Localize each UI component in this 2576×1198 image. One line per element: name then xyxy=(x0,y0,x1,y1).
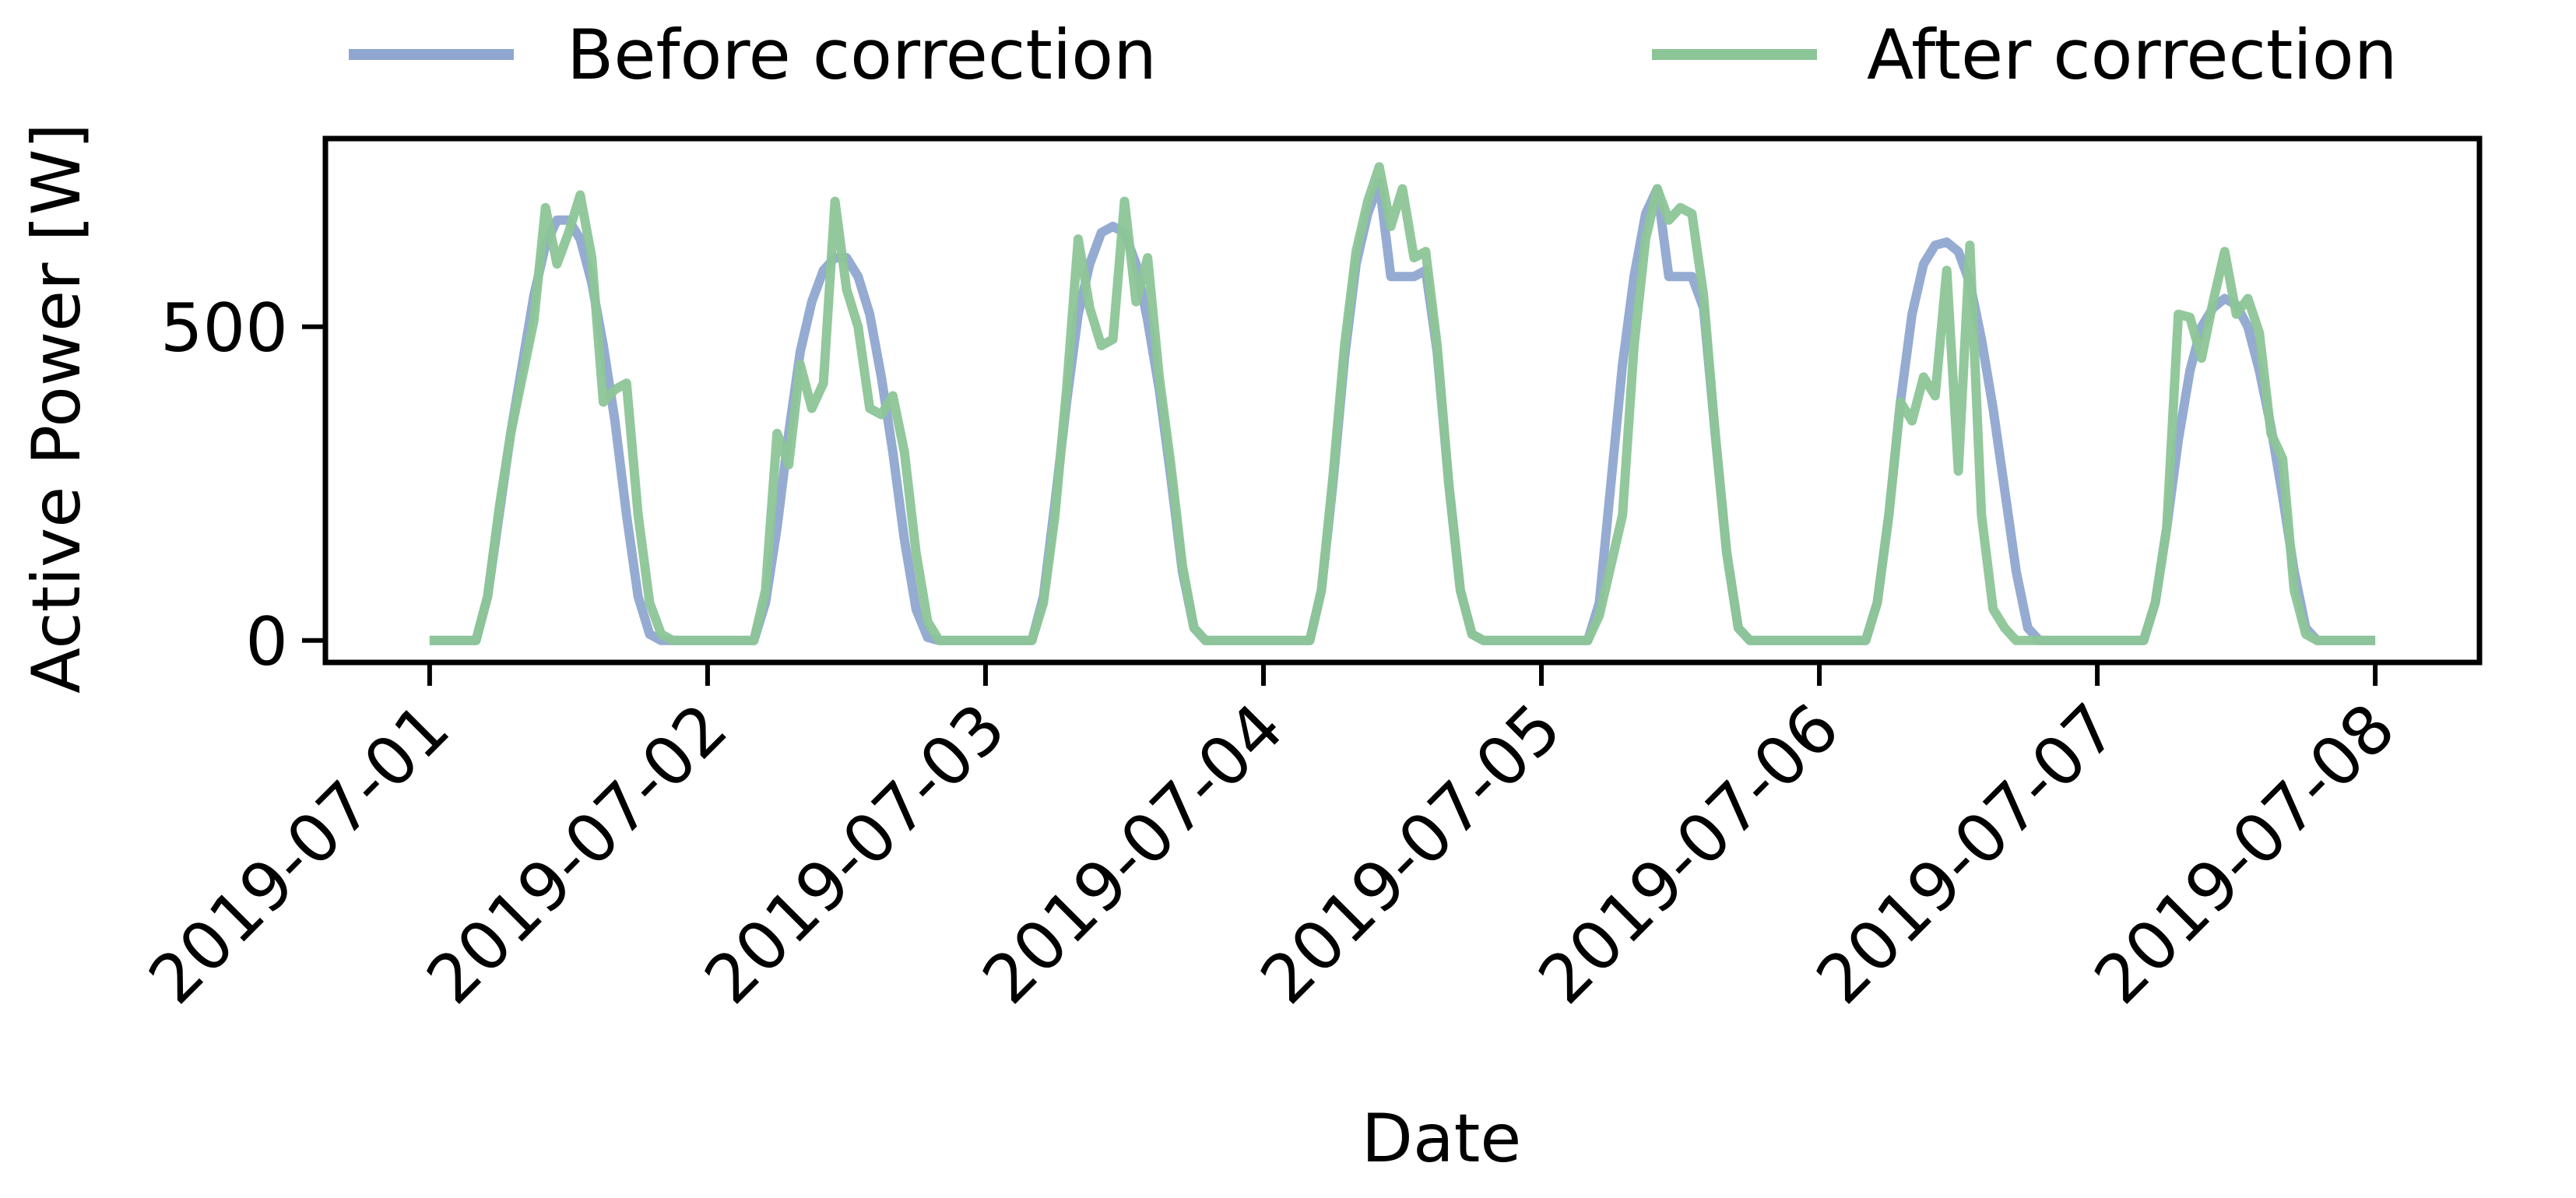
chart-legend: Before correction After correction xyxy=(349,15,2397,95)
x-tick-label: 2019-07-02 xyxy=(413,689,743,1019)
y-axis-label: Active Power [W] xyxy=(18,123,96,694)
plot-area-frame xyxy=(322,135,2483,666)
series-line-after-correction xyxy=(429,162,2376,645)
x-tick-label: 2019-07-03 xyxy=(691,689,1021,1019)
x-tick-label: 2019-07-06 xyxy=(1524,689,1854,1019)
x-axis-label: Date xyxy=(1362,1100,1522,1178)
y-axis-ticks: 0 500 xyxy=(160,290,325,681)
x-axis-ticks: 2019-07-012019-07-022019-07-032019-07-04… xyxy=(135,662,2410,1019)
y-tick-label: 0 xyxy=(245,603,288,681)
x-tick-label: 2019-07-07 xyxy=(1802,689,2132,1019)
x-tick-label: 2019-07-01 xyxy=(135,689,465,1019)
x-tick-label: 2019-07-05 xyxy=(1246,689,1576,1019)
y-tick-label: 500 xyxy=(160,290,288,367)
plot-lines xyxy=(429,162,2376,645)
x-tick-label: 2019-07-04 xyxy=(968,689,1299,1019)
series-line-before-correction xyxy=(429,177,2376,645)
legend-label: Before correction xyxy=(567,15,1157,95)
x-tick-label: 2019-07-08 xyxy=(2080,689,2410,1019)
legend-label: After correction xyxy=(1867,15,2397,95)
